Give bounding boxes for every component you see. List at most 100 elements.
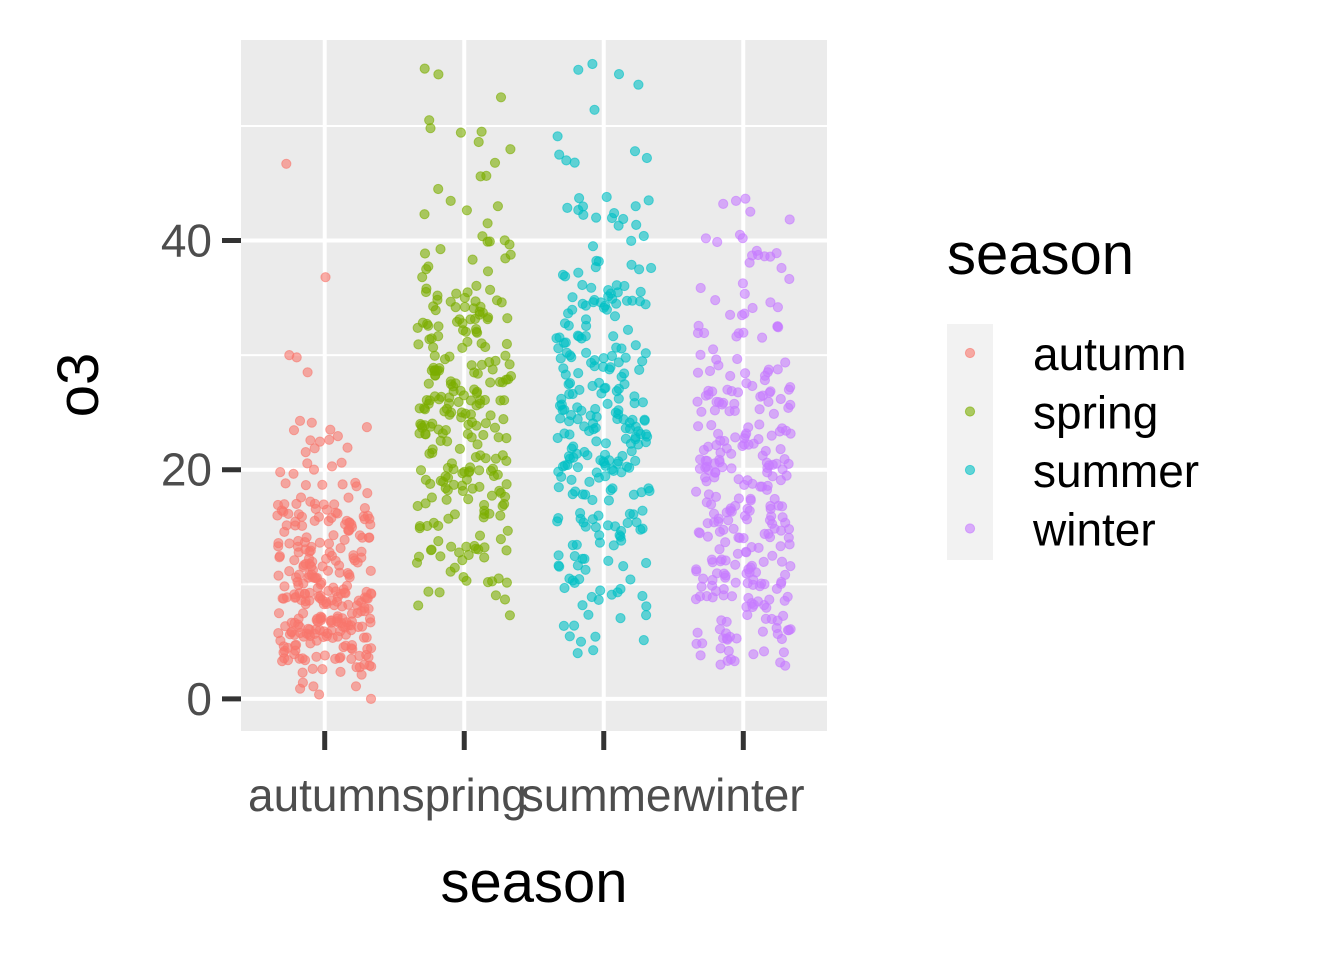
data-point-spring bbox=[467, 254, 478, 265]
legend: season autumn spring summer winter bbox=[947, 222, 1199, 560]
data-point-spring bbox=[504, 359, 515, 370]
data-point-summer bbox=[602, 520, 614, 531]
data-point-winter bbox=[713, 513, 724, 524]
data-point-winter bbox=[765, 386, 776, 397]
data-point-summer bbox=[605, 362, 616, 373]
data-point-summer bbox=[588, 424, 599, 435]
data-point-summer bbox=[577, 279, 588, 291]
data-point-summer bbox=[641, 557, 652, 569]
data-point-spring bbox=[465, 395, 476, 406]
data-point-spring bbox=[463, 419, 474, 430]
data-point-autumn bbox=[317, 479, 328, 490]
data-point-winter bbox=[700, 233, 712, 244]
data-point-spring bbox=[455, 385, 466, 396]
data-point-summer bbox=[601, 304, 613, 315]
data-point-spring bbox=[471, 324, 482, 335]
data-point-spring bbox=[470, 452, 481, 463]
data-point-summer bbox=[600, 471, 611, 482]
data-point-winter bbox=[715, 435, 726, 446]
data-point-winter bbox=[726, 506, 737, 517]
data-point-autumn bbox=[297, 653, 308, 664]
data-point-autumn bbox=[346, 640, 358, 651]
data-point-summer bbox=[637, 505, 648, 516]
data-point-winter bbox=[780, 425, 792, 436]
data-point-summer bbox=[558, 363, 569, 374]
data-point-summer bbox=[581, 347, 592, 358]
data-point-spring bbox=[433, 536, 444, 547]
data-point-summer bbox=[627, 414, 638, 425]
data-point-summer bbox=[569, 157, 580, 168]
data-point-winter bbox=[744, 505, 755, 516]
data-point-summer bbox=[574, 193, 585, 204]
data-point-winter bbox=[691, 486, 702, 497]
data-point-summer bbox=[643, 195, 654, 206]
data-point-winter bbox=[772, 364, 783, 375]
y-axis: 0 20 40 bbox=[161, 215, 241, 725]
data-point-winter bbox=[730, 195, 742, 206]
data-point-autumn bbox=[317, 664, 328, 675]
data-point-spring bbox=[425, 478, 436, 489]
data-point-spring bbox=[423, 378, 434, 389]
data-point-autumn bbox=[284, 538, 295, 549]
data-point-spring bbox=[498, 414, 509, 425]
data-point-winter bbox=[784, 273, 795, 285]
data-point-autumn bbox=[328, 530, 339, 541]
data-point-winter bbox=[718, 584, 729, 595]
data-point-summer bbox=[595, 585, 606, 596]
data-point-summer bbox=[559, 460, 571, 471]
data-point-autumn bbox=[326, 461, 338, 472]
data-point-spring bbox=[478, 429, 489, 441]
data-point-summer bbox=[564, 350, 576, 361]
data-point-summer bbox=[613, 357, 624, 368]
data-point-summer bbox=[608, 540, 619, 551]
data-point-spring bbox=[471, 280, 482, 291]
data-point-autumn bbox=[273, 628, 284, 639]
data-point-winter bbox=[757, 332, 768, 343]
data-point-winter bbox=[730, 577, 741, 588]
data-point-winter bbox=[757, 626, 769, 637]
data-point-spring bbox=[500, 491, 511, 502]
data-point-winter bbox=[775, 475, 787, 486]
data-point-winter bbox=[715, 643, 726, 654]
data-point-winter bbox=[764, 515, 776, 526]
data-point-spring bbox=[495, 92, 507, 103]
data-point-winter bbox=[725, 654, 737, 665]
data-point-autumn bbox=[361, 649, 372, 661]
data-point-spring bbox=[474, 530, 486, 541]
data-point-autumn bbox=[300, 599, 311, 610]
data-point-summer bbox=[611, 386, 622, 397]
x-tick-label: autumn bbox=[248, 769, 401, 821]
data-point-winter bbox=[732, 353, 743, 365]
data-point-spring bbox=[493, 432, 504, 443]
data-point-summer bbox=[641, 601, 652, 612]
data-point-winter bbox=[718, 198, 729, 209]
data-point-autumn bbox=[300, 447, 311, 458]
data-point-spring bbox=[420, 498, 431, 509]
data-point-summer bbox=[619, 379, 630, 390]
data-point-summer bbox=[554, 400, 566, 411]
legend-title: season bbox=[947, 222, 1134, 287]
data-point-winter bbox=[730, 559, 741, 570]
data-point-spring bbox=[485, 377, 496, 388]
data-point-summer bbox=[628, 509, 639, 520]
data-point-spring bbox=[472, 386, 483, 397]
data-point-autumn bbox=[307, 663, 318, 675]
data-point-summer bbox=[580, 564, 591, 575]
data-point-winter bbox=[701, 476, 712, 487]
data-point-spring bbox=[436, 391, 447, 402]
data-point-summer bbox=[566, 443, 577, 454]
data-point-winter bbox=[765, 251, 776, 262]
data-point-autumn bbox=[309, 515, 320, 527]
data-point-autumn bbox=[293, 509, 304, 520]
data-point-summer bbox=[615, 583, 626, 595]
data-point-summer bbox=[590, 631, 601, 642]
data-point-summer bbox=[634, 264, 645, 275]
data-point-winter bbox=[778, 610, 789, 622]
data-point-spring bbox=[480, 418, 491, 429]
data-point-spring bbox=[501, 577, 512, 588]
data-point-summer bbox=[575, 513, 586, 524]
legend-key-spring bbox=[964, 406, 976, 417]
data-point-winter bbox=[767, 550, 778, 561]
data-point-summer bbox=[583, 609, 594, 620]
